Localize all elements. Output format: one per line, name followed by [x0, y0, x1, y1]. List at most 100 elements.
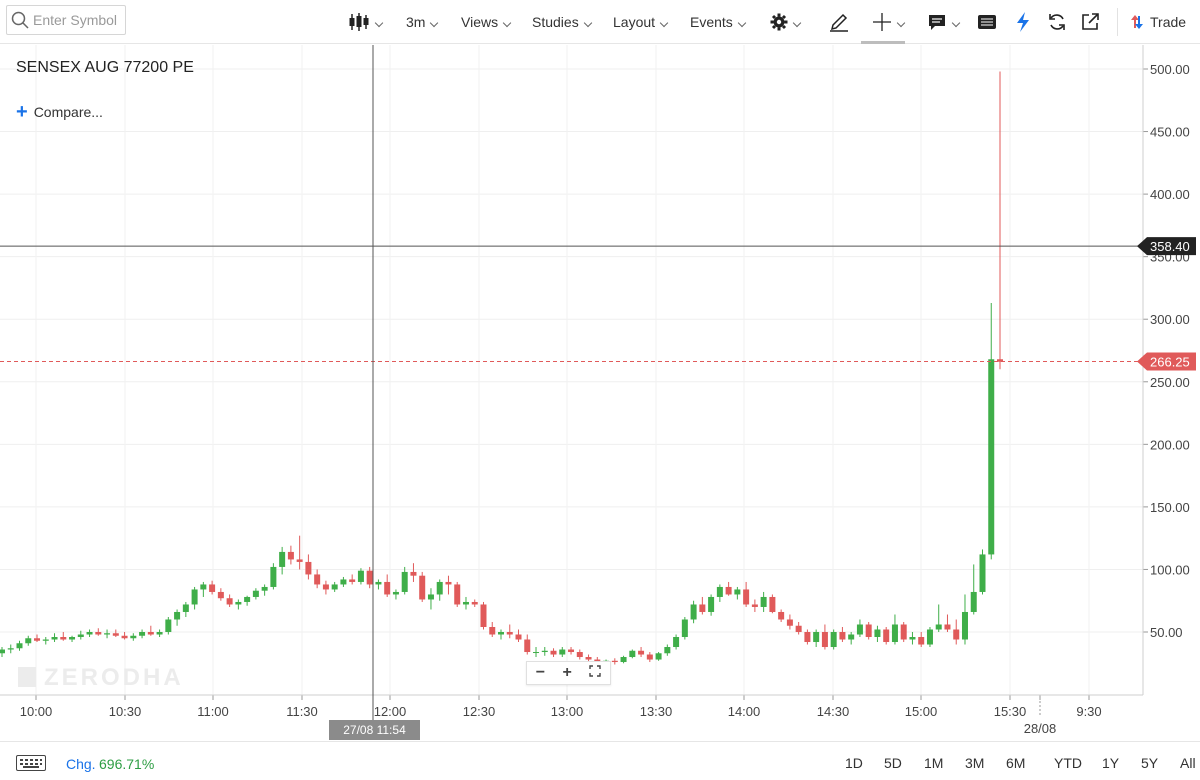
search-icon	[11, 11, 29, 29]
candle-body	[988, 359, 995, 555]
candle-body	[392, 591, 399, 595]
candle-body	[217, 591, 224, 599]
candle	[961, 594, 968, 645]
candle-body	[786, 619, 793, 626]
candle	[392, 589, 399, 600]
candle-body	[550, 650, 557, 655]
candle-body	[69, 637, 76, 640]
candle	[874, 625, 881, 643]
candle-body	[699, 604, 706, 612]
candle	[909, 632, 916, 645]
candle	[401, 566, 408, 595]
candle-body	[331, 584, 338, 590]
range-button-5d[interactable]: 5D	[884, 755, 902, 771]
range-button-1y[interactable]: 1Y	[1102, 755, 1120, 771]
candle-body	[156, 632, 163, 635]
candle-body	[182, 604, 189, 612]
candle	[121, 632, 128, 640]
fullscreen-button[interactable]	[589, 664, 601, 682]
quick-action-button[interactable]	[1015, 0, 1031, 44]
candle	[760, 591, 767, 612]
candle	[69, 635, 76, 643]
candle	[209, 580, 216, 595]
keyboard-icon[interactable]	[16, 755, 46, 771]
price-tick-label: 200.00	[1150, 437, 1190, 452]
price-tick-label: 500.00	[1150, 62, 1190, 77]
candle-body	[620, 657, 627, 663]
candle	[261, 584, 268, 596]
candle	[357, 568, 364, 585]
popout-button[interactable]	[1080, 0, 1100, 44]
range-button-3m[interactable]: 3M	[965, 755, 985, 771]
candle-body	[436, 581, 443, 595]
candle	[708, 594, 715, 616]
range-button-1d[interactable]: 1D	[845, 755, 863, 771]
zoom-out-button[interactable]: −	[535, 664, 546, 681]
range-button-6m[interactable]: 6M	[1006, 755, 1026, 771]
crosshair-price-tag	[1137, 237, 1196, 256]
symbol-search[interactable]	[6, 5, 126, 35]
zoom-in-button[interactable]: +	[562, 664, 572, 681]
trade-button[interactable]: Trade	[1130, 0, 1186, 44]
range-button-all[interactable]: All	[1180, 755, 1196, 771]
lightning-icon	[1017, 12, 1029, 32]
candle	[611, 658, 618, 665]
candle	[51, 633, 58, 643]
last-price-label: 266.25	[1150, 354, 1190, 369]
pencil-icon	[830, 13, 848, 32]
broker-watermark: ZERODHA	[18, 664, 184, 692]
range-button-ytd[interactable]: YTD	[1054, 755, 1082, 771]
candle	[848, 632, 855, 645]
candle-body	[891, 624, 898, 643]
candle	[296, 535, 303, 570]
crosshair-icon	[873, 13, 891, 31]
range-button-1m[interactable]: 1M	[924, 755, 944, 771]
interval-label: 3m	[406, 14, 426, 30]
draw-tool-button[interactable]	[829, 0, 849, 44]
chart-type-dropdown[interactable]	[348, 0, 384, 44]
candle	[533, 647, 540, 658]
candle-body	[165, 619, 172, 632]
crosshair-button[interactable]	[872, 0, 906, 44]
candle-body	[0, 649, 5, 654]
candle-body	[34, 638, 41, 641]
annotation-button[interactable]	[927, 0, 961, 44]
events-menu[interactable]: Events	[690, 0, 747, 44]
candle-body	[174, 611, 181, 620]
candle	[839, 626, 846, 643]
candle	[331, 581, 338, 592]
symbol-title: SENSEX AUG 77200 PE	[16, 59, 194, 76]
candle	[953, 619, 960, 645]
refresh-button[interactable]	[1047, 0, 1067, 44]
compare-button[interactable]: + Compare...	[16, 101, 103, 123]
candle	[900, 621, 907, 643]
candle	[165, 616, 172, 635]
layout-menu[interactable]: Layout	[613, 0, 669, 44]
candle	[454, 581, 461, 607]
range-button-5y[interactable]: 5Y	[1141, 755, 1159, 771]
plus-icon: +	[16, 101, 28, 123]
candle	[436, 579, 443, 601]
candle-body	[226, 598, 233, 605]
candle-body	[821, 632, 828, 648]
candlestick-icon	[349, 13, 369, 31]
candles	[0, 71, 1003, 666]
price-chart[interactable]: 500.00450.00400.00350.00300.00250.00200.…	[0, 0, 1200, 740]
symbol-search-input[interactable]	[33, 12, 123, 28]
candle	[305, 554, 312, 580]
candle	[979, 549, 986, 595]
candle-body	[191, 589, 198, 605]
candle	[830, 629, 837, 650]
candle	[725, 581, 732, 596]
settings-button[interactable]	[770, 0, 802, 44]
candle-body	[734, 589, 741, 595]
views-menu[interactable]: Views	[461, 0, 512, 44]
candle-body	[953, 629, 960, 640]
candle-body	[252, 590, 259, 597]
time-tick-label: 15:00	[905, 704, 938, 719]
interval-dropdown[interactable]: 3m	[406, 0, 439, 44]
studies-menu[interactable]: Studies	[532, 0, 592, 44]
order-window-button[interactable]	[977, 0, 997, 44]
table-icon	[978, 15, 996, 29]
candle	[16, 640, 23, 651]
